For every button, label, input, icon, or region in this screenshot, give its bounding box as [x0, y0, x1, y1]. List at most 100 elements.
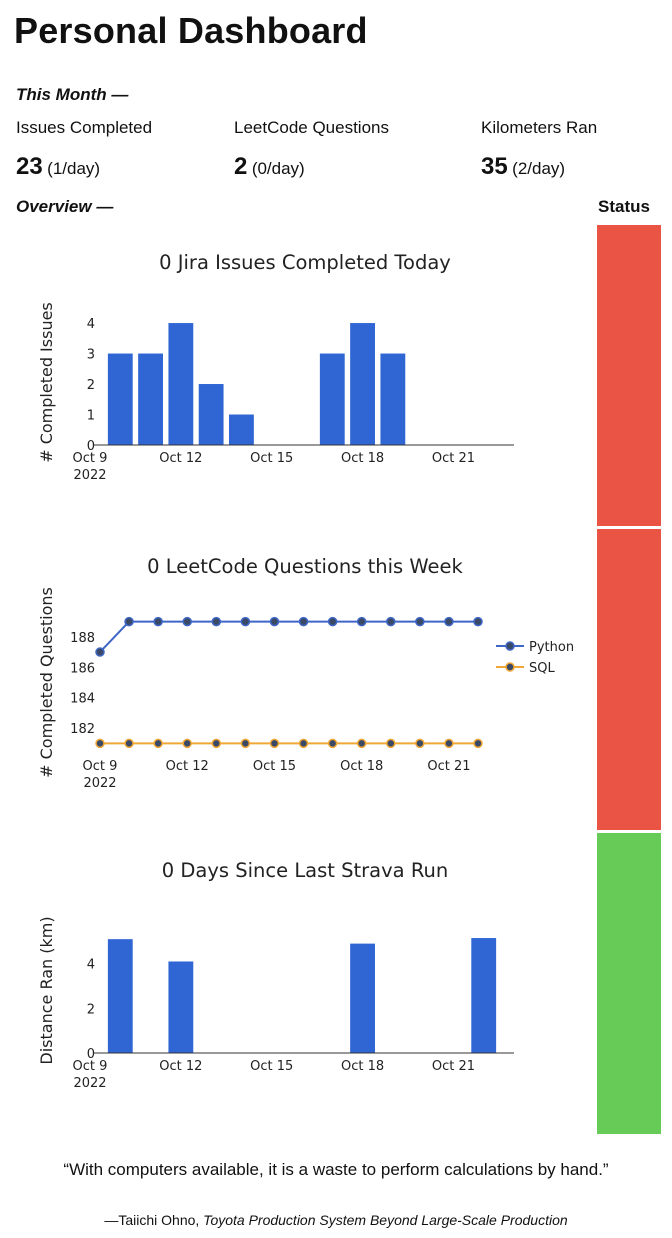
kilometers-ran-value: 35 (2/day) [481, 153, 565, 181]
status-block-jira [597, 225, 661, 526]
legend-label: SQL [529, 661, 555, 676]
legend-marker [505, 641, 515, 651]
chart-title: 0 LeetCode Questions this Week [147, 555, 463, 578]
data-point [415, 616, 425, 627]
leetcode-questions-chart: 0 LeetCode Questions this Week # Complete… [37, 555, 574, 791]
issues-completed-count: 23 [16, 153, 43, 180]
overview-label: Overview — [16, 197, 114, 216]
data-point [444, 738, 454, 749]
data-point [269, 738, 280, 749]
status-block-strava [597, 833, 661, 1134]
data-point [386, 738, 396, 749]
bar [107, 939, 133, 1053]
y-tick-label: 184 [70, 692, 95, 707]
legend-label: Python [529, 640, 574, 655]
quote-author: —Taiichi Ohno, [104, 1212, 204, 1228]
bar [350, 323, 375, 445]
issues-completed-label: Issues Completed [16, 118, 153, 137]
y-tick-label: 1 [87, 409, 95, 424]
y-tick-label: 0 [87, 439, 95, 454]
page-title: Personal Dashboard [14, 10, 368, 51]
kilometers-ran-count: 35 [481, 153, 508, 180]
x-tick-label: Oct 18 [341, 451, 384, 466]
quote-attribution: —Taiichi Ohno, Toyota Production System … [0, 1212, 672, 1228]
bar [138, 353, 163, 445]
bar [471, 938, 497, 1053]
x-tick-label: Oct 21 [427, 759, 470, 774]
data-point [386, 616, 396, 627]
data-point [269, 616, 280, 627]
x-tick-label: Oct 9 [73, 451, 108, 466]
y-tick-label: 2 [87, 378, 95, 393]
series-line [99, 620, 478, 653]
strava-distance-chart: 0 Days Since Last Strava Run Distance Ran… [37, 859, 514, 1091]
bar [168, 961, 194, 1053]
data-point [95, 647, 105, 657]
kilometers-ran-label: Kilometers Ran [481, 118, 598, 137]
data-point [473, 616, 483, 627]
x-tick-label: Oct 12 [166, 759, 209, 774]
data-point [124, 738, 134, 749]
y-tick-label: 182 [70, 722, 95, 737]
data-point [240, 616, 251, 627]
data-point [415, 738, 425, 749]
data-point [473, 738, 483, 749]
x-tick-label: Oct 21 [432, 451, 475, 466]
x-tick-label: Oct 15 [250, 1059, 293, 1074]
data-point [95, 738, 105, 749]
issues-completed-rate: (1/day) [47, 159, 101, 178]
bar [229, 414, 254, 445]
x-tick-label: Oct 15 [250, 451, 293, 466]
issues-completed-value: 23 (1/day) [16, 153, 100, 181]
x-tick-label: Oct 12 [159, 451, 202, 466]
leetcode-questions-value: 2 (0/day) [234, 153, 305, 181]
legend-marker [505, 662, 515, 672]
bar [107, 353, 133, 445]
x-tick-label: Oct 12 [159, 1059, 202, 1074]
x-tick-label: Oct 21 [432, 1059, 475, 1074]
y-tick-label: 4 [87, 958, 95, 973]
data-point [298, 616, 309, 627]
data-point [356, 738, 367, 749]
kilometers-ran-rate: (2/day) [512, 159, 566, 178]
bar [168, 323, 194, 445]
bar [380, 353, 406, 445]
jira-issues-chart: 0 Jira Issues Completed Today # Completed… [37, 251, 514, 483]
y-tick-label: 2 [87, 1002, 95, 1017]
data-point [211, 738, 222, 749]
x-tick-year: 2022 [73, 1076, 106, 1091]
y-tick-label: 188 [70, 631, 95, 646]
x-tick-label: Oct 9 [83, 759, 118, 774]
leetcode-questions-count: 2 [234, 153, 248, 180]
leetcode-questions-rate: (0/day) [251, 159, 305, 178]
status-heading: Status [598, 197, 650, 216]
status-block-leetcode [597, 529, 661, 830]
data-point [153, 738, 163, 749]
quote-text: “With computers available, it is a waste… [63, 1160, 609, 1179]
data-point [327, 616, 338, 627]
data-point [298, 738, 309, 749]
y-tick-label: 186 [70, 661, 95, 676]
data-point [153, 616, 163, 627]
data-point [356, 616, 367, 627]
data-point [444, 616, 454, 627]
data-point [124, 616, 134, 627]
y-tick-label: 3 [87, 348, 95, 363]
data-point [182, 616, 192, 627]
y-tick-label: 4 [87, 317, 95, 332]
x-tick-label: Oct 9 [73, 1059, 108, 1074]
x-tick-label: Oct 18 [341, 1059, 384, 1074]
chart-title: 0 Jira Issues Completed Today [159, 251, 451, 274]
y-axis-label: # Completed Issues [37, 302, 56, 463]
x-tick-year: 2022 [73, 468, 106, 483]
quote-source: Toyota Production System Beyond Large-Sc… [203, 1212, 568, 1228]
data-point [211, 616, 222, 627]
y-axis-label: Distance Ran (km) [37, 916, 56, 1064]
data-point [182, 738, 192, 749]
x-tick-year: 2022 [83, 776, 116, 791]
y-axis-label: # Completed Questions [37, 587, 56, 778]
bar [319, 353, 345, 445]
leetcode-questions-label: LeetCode Questions [234, 118, 389, 137]
bar [198, 384, 224, 445]
x-tick-label: Oct 18 [340, 759, 383, 774]
